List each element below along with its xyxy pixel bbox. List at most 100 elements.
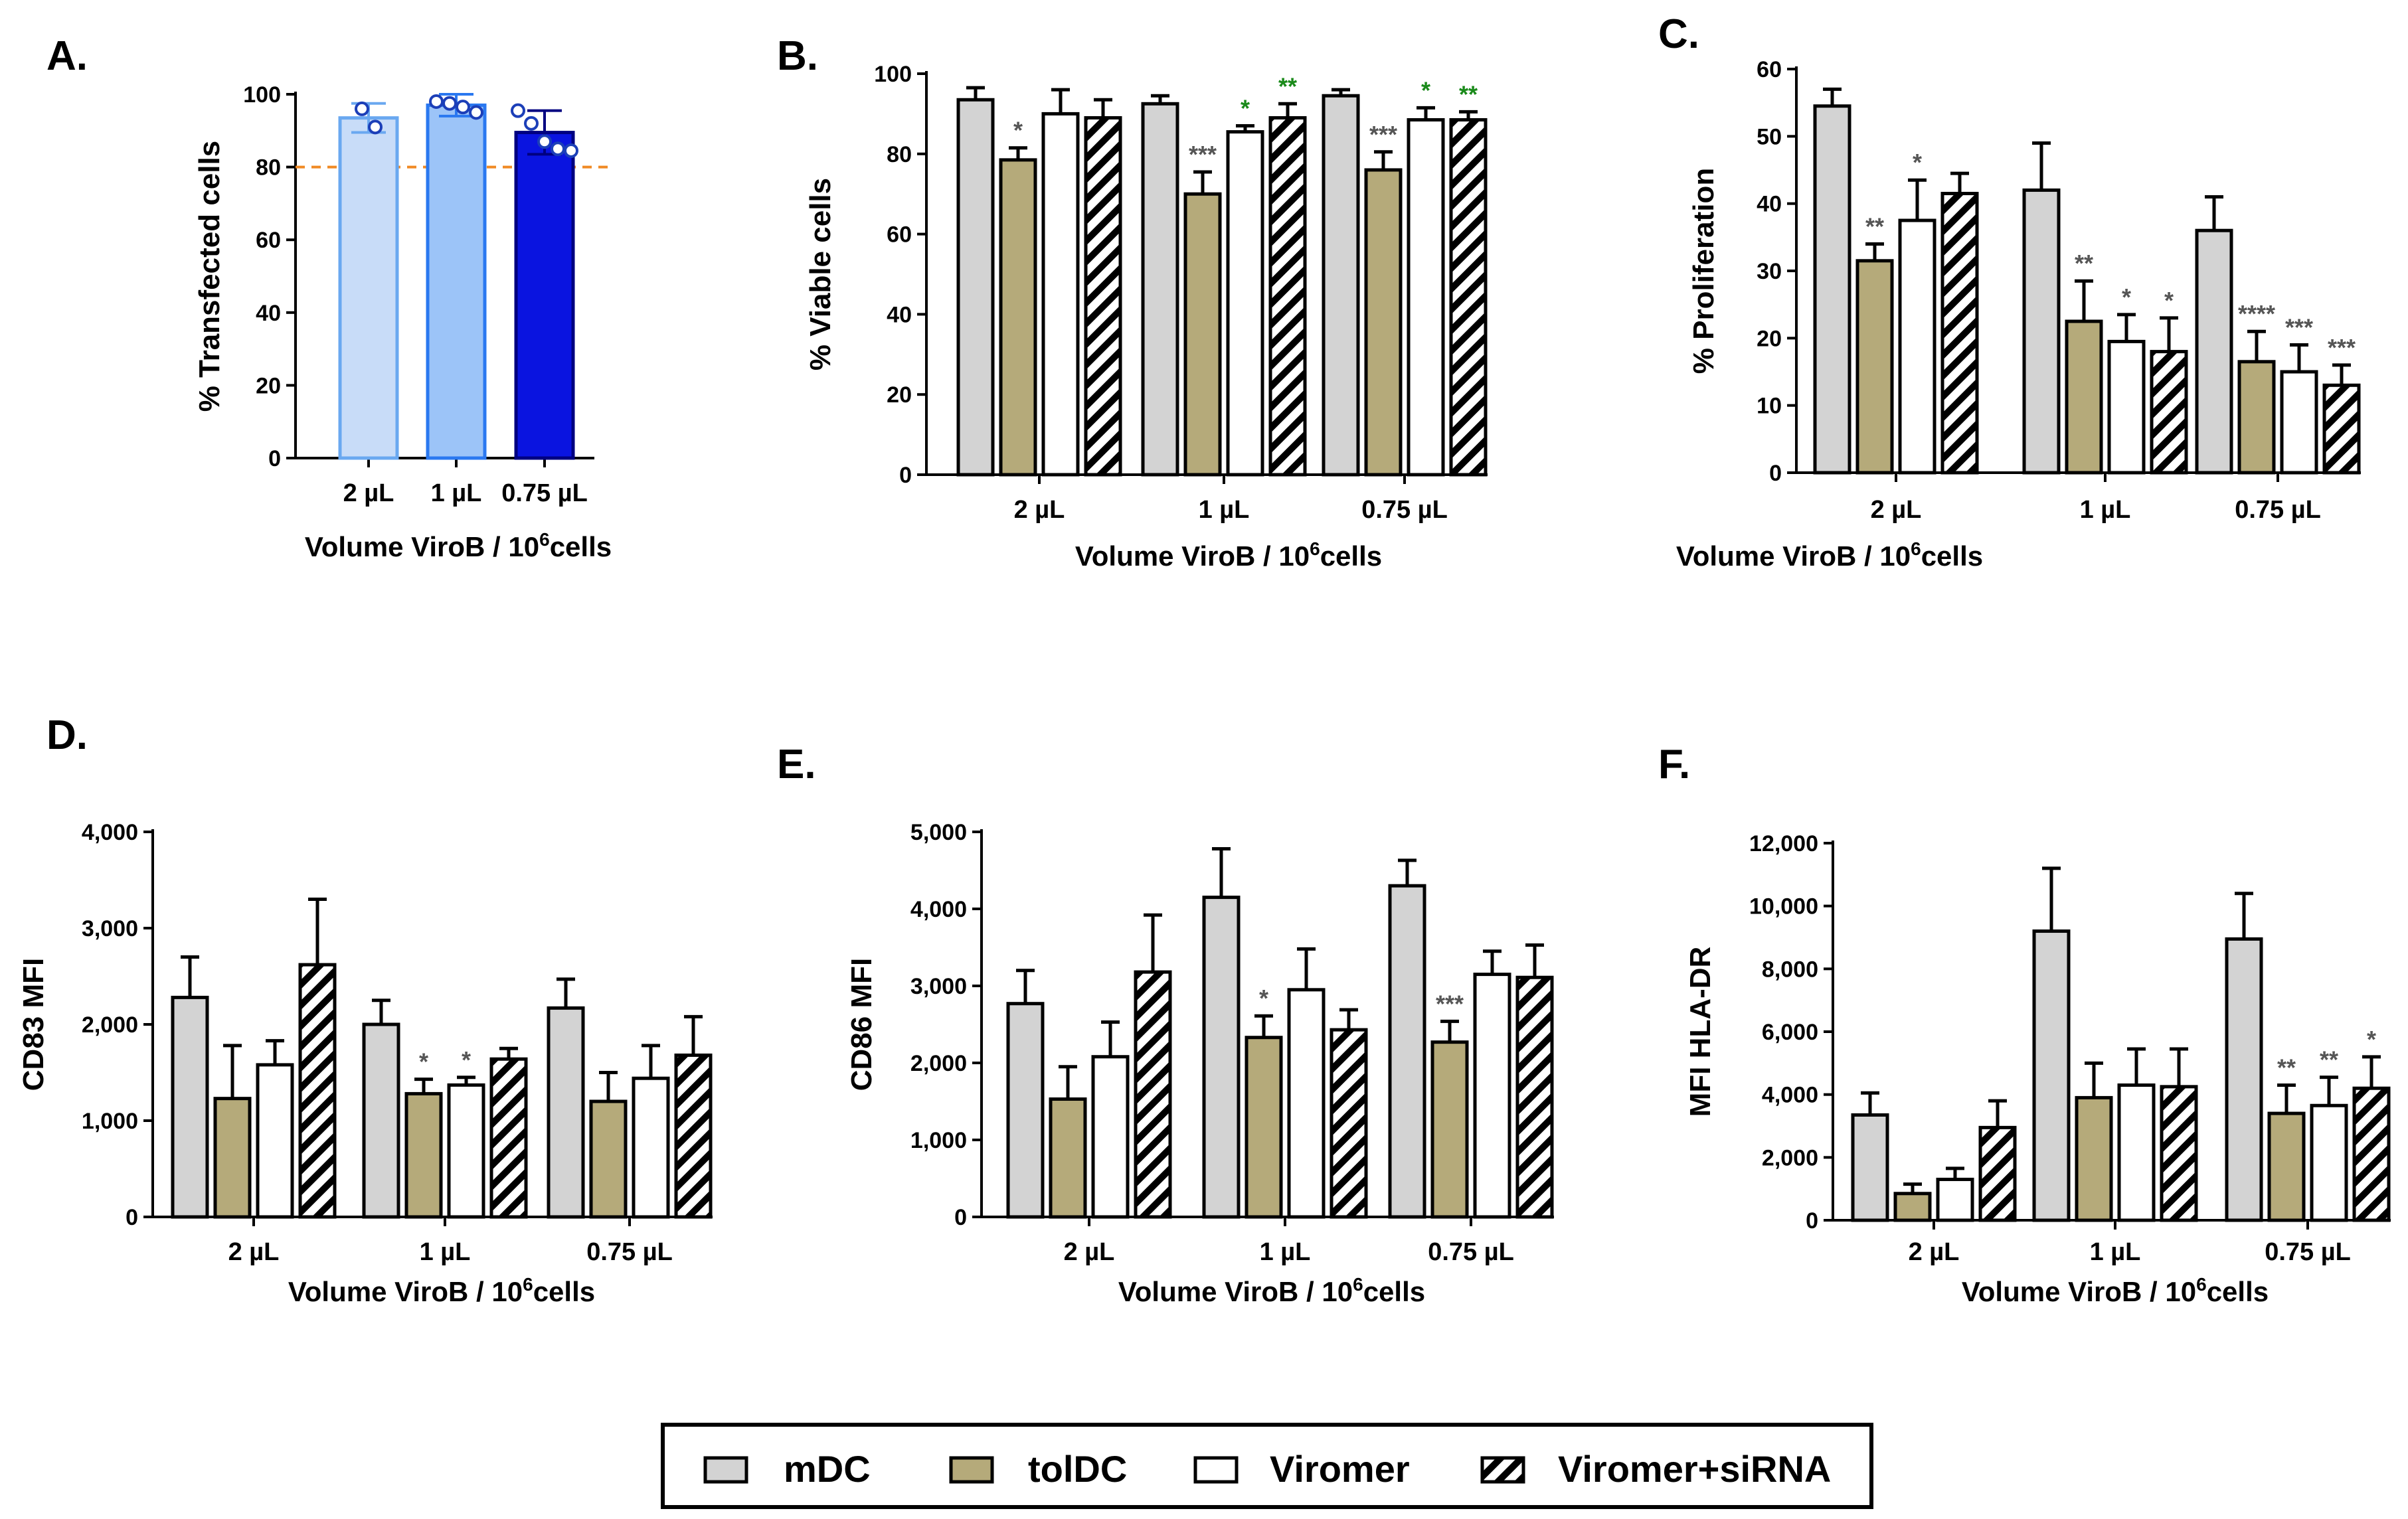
x-tick-label: 1 µL	[1199, 496, 1250, 524]
bar-toldc	[2065, 319, 2103, 475]
y-tick-label: 0	[268, 446, 281, 471]
y-tick-label: 3,000	[82, 916, 138, 941]
y-tick-label: 0	[954, 1205, 967, 1230]
bar	[426, 103, 487, 460]
bar-virsirna	[2322, 383, 2361, 475]
legend-swatch-toldc	[949, 1456, 994, 1484]
bar-virsirna	[489, 1057, 528, 1219]
bar-virsirna	[1084, 116, 1122, 477]
significance-label: *	[419, 1048, 428, 1076]
bar-mdc	[547, 1006, 585, 1219]
bar-mdc	[1141, 102, 1179, 477]
y-tick-label: 2,000	[910, 1051, 967, 1076]
panel-b: B. 0 20 40 60 80 100 2 µL 1 µL 0.75 µL % Viable ce…	[777, 33, 1488, 572]
bar-toldc	[1183, 192, 1222, 477]
bar-mdc	[2022, 188, 2061, 475]
y-tick-label: 1,000	[82, 1109, 138, 1134]
bar-toldc	[1049, 1097, 1087, 1219]
x-tick-label: 1 µL	[1260, 1238, 1311, 1266]
bar-toldc	[2237, 360, 2276, 475]
bar-mdc	[1851, 1113, 1889, 1222]
bar-toldc	[1245, 1036, 1283, 1219]
bar-toldc	[213, 1097, 252, 1219]
y-tick-label: 30	[1757, 259, 1782, 284]
bar-viromer	[1898, 218, 1936, 475]
x-tick-label: 2 µL	[228, 1238, 280, 1266]
significance-label: ***	[2328, 334, 2356, 361]
x-axis-title: Volume ViroB / 106cells	[1962, 1274, 2269, 1307]
data-point	[456, 100, 470, 115]
bar-viromer	[256, 1063, 294, 1219]
x-tick-label: 0.75 µL	[1428, 1238, 1514, 1266]
bar-virsirna	[2160, 1085, 2198, 1222]
x-tick-label: 2 µL	[1871, 496, 1922, 524]
bar-toldc	[2267, 1111, 2306, 1222]
bar-viromer	[2310, 1103, 2348, 1222]
significance-label: *	[2367, 1026, 2376, 1053]
significance-label: ***	[1436, 990, 1464, 1017]
x-tick-label: 0.75 µL	[1361, 496, 1448, 524]
bar-viromer	[1041, 112, 1080, 477]
bar-viromer	[1091, 1055, 1130, 1219]
bar-mdc	[2225, 937, 2263, 1222]
x-axis-title: Volume ViroB / 106cells	[305, 529, 612, 562]
y-tick-label: 10	[1757, 394, 1782, 419]
y-tick-label: 2,000	[1762, 1145, 1818, 1170]
bar-virsirna	[1330, 1028, 1368, 1219]
bar-viromer	[632, 1076, 670, 1219]
bar-virsirna	[1978, 1125, 2017, 1222]
significance-label: ****	[2238, 300, 2275, 327]
x-tick-label: 2 µL	[1909, 1238, 1960, 1266]
panel-c: C. 0 10 20 30 40 50 60 2 µL 1 µL 0.75 µL % Prolifer…	[1658, 11, 2361, 572]
y-axis-title: % Transfected cells	[193, 141, 226, 412]
significance-label: *	[1241, 95, 1250, 122]
bar-toldc	[999, 158, 1037, 477]
bar-mdc	[1202, 896, 1241, 1219]
bar-virsirna	[1515, 975, 1554, 1219]
y-axis-title: % Proliferation	[1687, 168, 1720, 374]
bar-mdc	[956, 98, 995, 477]
bar-toldc	[1364, 168, 1403, 477]
significance-label: *	[1913, 149, 1922, 176]
bar-mdc	[1006, 1002, 1045, 1219]
bar-viromer	[1473, 973, 1511, 1219]
x-tick-label: 0.75 µL	[501, 479, 588, 507]
y-tick-label: 40	[256, 301, 281, 326]
y-tick-label: 60	[256, 228, 281, 253]
y-tick-label: 2,000	[82, 1012, 138, 1038]
bar-toldc	[1430, 1040, 1469, 1219]
y-tick-label: 0	[1769, 461, 1782, 486]
panel-letter: F.	[1658, 742, 1690, 787]
legend-label-virsirna: Viromer+siRNA	[1558, 1448, 1831, 1490]
bar-toldc	[2075, 1095, 2113, 1222]
legend-label-toldc: tolDC	[1028, 1448, 1127, 1490]
legend-swatch-virsirna	[1480, 1456, 1525, 1484]
panel-letter: A.	[46, 33, 88, 79]
bar-virsirna	[298, 963, 337, 1219]
bar-virsirna	[1449, 118, 1488, 477]
panel-d: D. 0 1,000 2,000 3,000 4,000 2 µL 1 µL 0.75 µL CD…	[17, 712, 713, 1307]
bar-virsirna	[1940, 191, 1979, 475]
data-point	[537, 134, 552, 149]
significance-label: *	[2122, 283, 2131, 311]
y-tick-label: 40	[887, 302, 912, 327]
significance-label: **	[1278, 72, 1297, 100]
y-tick-label: 100	[874, 62, 912, 87]
data-point	[524, 116, 539, 131]
bar-virsirna	[2352, 1086, 2391, 1222]
x-tick-label: 1 µL	[420, 1238, 471, 1266]
y-tick-label: 4,000	[910, 897, 967, 922]
x-tick-label: 0.75 µL	[2265, 1238, 2351, 1266]
panel-a: A. 0 20 40 60 80 100 2 µL 1 µL 0.75 µL % Transfect…	[46, 33, 614, 562]
y-tick-label: 12,000	[1749, 831, 1818, 856]
y-tick-label: 8,000	[1762, 957, 1818, 982]
y-axis-title: CD83 MFI	[17, 958, 50, 1091]
bar-toldc	[589, 1099, 628, 1219]
bar-viromer	[447, 1083, 485, 1219]
significance-label: *	[2164, 287, 2174, 314]
y-tick-label: 50	[1757, 124, 1782, 149]
data-point	[368, 120, 383, 135]
legend: mDC tolDC Viromer Viromer+siRNA	[661, 1423, 1873, 1509]
y-tick-label: 20	[887, 382, 912, 408]
